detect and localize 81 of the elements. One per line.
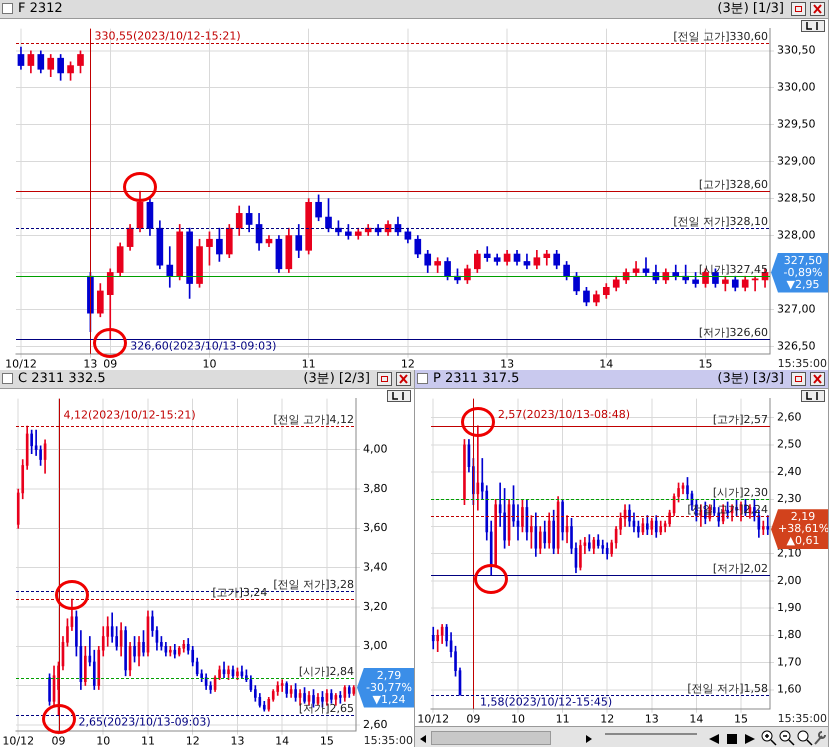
x-tick-label: 12 <box>600 712 614 726</box>
x-tick-label: 12 <box>400 357 415 370</box>
chart-title: P 2311 317.5 <box>433 370 520 388</box>
ref-line-label: [전일 저가]3,28 <box>273 578 354 591</box>
x-tick-label: 09 <box>466 712 480 726</box>
x-tick-label: 15 <box>320 734 334 747</box>
annotation: 4,12(2023/10/12-15:21) <box>64 408 196 422</box>
x-tick-label: 10/12 <box>417 712 450 726</box>
ref-line-label: [전일 저가]328,10 <box>673 214 768 228</box>
ref-line-label: [고가]3,24 <box>212 586 268 599</box>
x-tick-label: 10/12 <box>2 734 34 747</box>
y-tick-label: 2,50 <box>777 438 802 451</box>
y-tick-label: 328,50 <box>777 191 816 204</box>
x-tick-label: 11 <box>140 734 155 747</box>
text: 2,79 -30,77% ▼1,24 <box>365 668 413 706</box>
y-tick-label: 1,90 <box>777 600 802 614</box>
chart-subtitle: (3분) [1/3] <box>717 0 784 18</box>
ref-line-label: [전일 고가]330,60 <box>673 30 768 43</box>
annotation: 326,60(2023/10/13-09:03) <box>130 339 276 352</box>
x-tick-label: 12 <box>186 734 200 747</box>
x-tick-label: 13 <box>230 734 244 747</box>
ref-line-label: [시가]2,30 <box>712 486 768 499</box>
y-tick-label: 2,40 <box>777 464 802 478</box>
annotation: 2,57(2023/10/13-08:48) <box>498 408 630 422</box>
y-tick-label: 4,00 <box>363 442 388 456</box>
ref-line-label: [시가]2,84 <box>298 664 354 678</box>
ref-line-label: [저가]326,60 <box>698 326 768 339</box>
ref-line-label: [전일 고가]4,12 <box>273 412 354 426</box>
ref-line-label: [전일 저가]1,58 <box>687 682 768 695</box>
x-tick-label: 09 <box>52 734 66 747</box>
y-tick-label: 2,00 <box>777 574 802 587</box>
y-tick-label: 3,80 <box>363 482 388 495</box>
text: 15:35:00 <box>364 734 413 747</box>
x-tick-label: 11 <box>556 712 570 726</box>
candlestick <box>206 232 213 266</box>
annotation: 1,58(2023/10/12-15:45) <box>480 696 612 709</box>
y-tick-label: 2,60 <box>363 718 388 731</box>
ref-line-label: [저가]2,65 <box>298 702 354 715</box>
x-tick-label: 14 <box>689 712 704 726</box>
chart-subtitle: (3분) [3/3] <box>717 370 784 388</box>
x-tick-label: 14 <box>275 734 290 747</box>
ref-line-label: [시가]327,45 <box>698 262 768 276</box>
ref-line-label: [고가]2,57 <box>712 412 768 426</box>
x-tick-label: 10 <box>202 357 216 370</box>
ref-line-label: [고가]328,60 <box>698 178 768 191</box>
y-tick-label: 326,50 <box>777 339 816 352</box>
chart-subtitle: (3분) [2/3] <box>303 370 370 388</box>
y-tick-label: 3,40 <box>363 560 388 574</box>
y-tick-label: 330,00 <box>777 80 816 94</box>
y-tick-label: 329,00 <box>777 154 816 168</box>
x-tick-label: 13 <box>83 357 98 370</box>
x-tick-label: 11 <box>302 357 316 370</box>
annotation: 2,65(2023/10/13-09:03) <box>78 715 211 728</box>
y-tick-label: 3,00 <box>363 639 388 652</box>
y-tick-label: 1,60 <box>777 682 802 696</box>
x-tick-label: 10 <box>510 712 525 726</box>
x-tick-label: 10/12 <box>5 357 37 370</box>
y-tick-label: 2,30 <box>777 492 802 506</box>
y-tick-label: 3,60 <box>363 521 388 534</box>
chart-title: C 2311 332.5 <box>18 370 106 388</box>
y-tick-label: 2,60 <box>777 410 802 424</box>
x-tick-label: 13 <box>644 712 659 726</box>
chart-title: F 2312 <box>18 0 63 18</box>
y-tick-label: 1,70 <box>777 655 802 668</box>
annotation: 330,55(2023/10/12-15:21) <box>94 29 241 42</box>
y-tick-label: 3,20 <box>363 600 388 613</box>
text: 327,50 -0,89% ▼2,95 <box>782 254 824 290</box>
x-tick-label: 15 <box>734 712 748 726</box>
y-tick-label: 329,50 <box>777 118 816 131</box>
y-tick-label: 1,80 <box>777 628 802 642</box>
y-tick-label: 327,00 <box>777 302 816 316</box>
x-tick-label: 14 <box>599 357 614 370</box>
text: 15:35:00 <box>778 357 827 370</box>
ref-line-label: [저가]2,02 <box>712 562 768 575</box>
x-tick-label: 13 <box>500 357 514 370</box>
x-tick-label: 10 <box>96 734 110 747</box>
x-tick-label: 09 <box>103 357 118 370</box>
y-tick-label: 328,00 <box>777 228 816 242</box>
x-tick-label: 15 <box>698 357 713 370</box>
text: 15:35:00 <box>778 712 827 725</box>
y-tick-label: 330,50 <box>777 44 816 57</box>
